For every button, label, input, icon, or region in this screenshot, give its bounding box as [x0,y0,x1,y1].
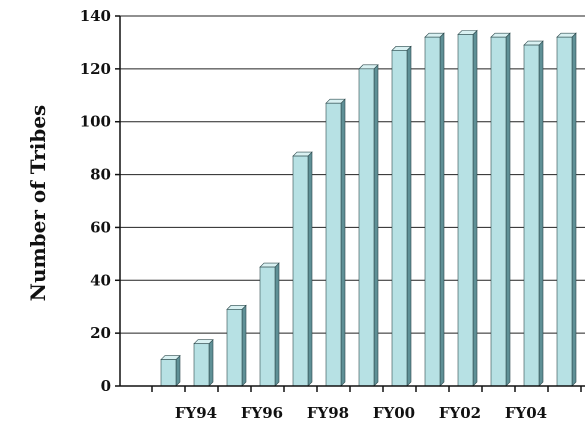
bar-FY04 [556,32,577,387]
bar-FY97 [325,98,346,387]
y-tick-label: 100 [80,113,111,131]
bar-front [556,36,573,387]
x-tick-labels: FY94 FY96 FY98 FY00 FY02 FY04 [175,404,547,422]
bar-FY03 [523,40,544,387]
bar-side [340,98,346,387]
y-tick-labels: 0 20 40 60 80 100 120 140 [80,7,111,395]
bar-side [373,64,379,387]
bars [160,29,577,387]
bar-side [208,338,214,387]
y-tick-label: 140 [80,7,111,25]
bar-front [226,309,243,387]
bar-front [424,36,441,387]
gridlines [120,15,585,334]
x-tick-label: FY02 [439,404,481,422]
bar-front [259,266,276,387]
bar-FY99 [391,45,412,387]
x-tick-label: FY04 [505,404,547,422]
bar-front [490,36,507,387]
bar-side [307,151,313,387]
bar-side [439,32,445,387]
bar-FY95 [259,262,280,387]
bar-side [472,29,478,387]
bar-FY96 [292,151,313,387]
y-tick-label: 0 [101,377,111,395]
y-axis-title: Number of Tribes [26,105,50,302]
bar-side [571,32,577,387]
bar-side [538,40,544,387]
bar-front [391,50,408,387]
y-tick-label: 20 [90,324,111,342]
bar-front [292,155,309,387]
bar-front [160,359,177,387]
bar-front [325,102,342,387]
bar-side [505,32,511,387]
bar-side [241,304,247,387]
bar-FY00 [424,32,445,387]
x-tick-label: FY00 [373,404,415,422]
bar-FY93 [193,338,214,387]
x-tick-label: FY94 [175,404,217,422]
axes [115,15,585,392]
bar-front [457,34,474,387]
y-tick-label: 120 [80,60,111,78]
bar-FY98 [358,64,379,387]
bar-FY01 [457,29,478,387]
x-tick-label: FY96 [241,404,283,422]
bar-FY02 [490,32,511,387]
bar-FY94 [226,304,247,387]
bar-front [523,44,540,387]
bar-side [274,262,280,387]
bar-front [193,343,210,387]
bar-side [406,45,412,387]
x-tick-label: FY98 [307,404,349,422]
y-tick-label: 80 [90,166,111,184]
y-tick-label: 60 [90,218,111,236]
bar-front [358,68,375,387]
y-tick-label: 40 [90,271,111,289]
bar-side [175,354,181,387]
bar-FY92 [160,354,181,387]
